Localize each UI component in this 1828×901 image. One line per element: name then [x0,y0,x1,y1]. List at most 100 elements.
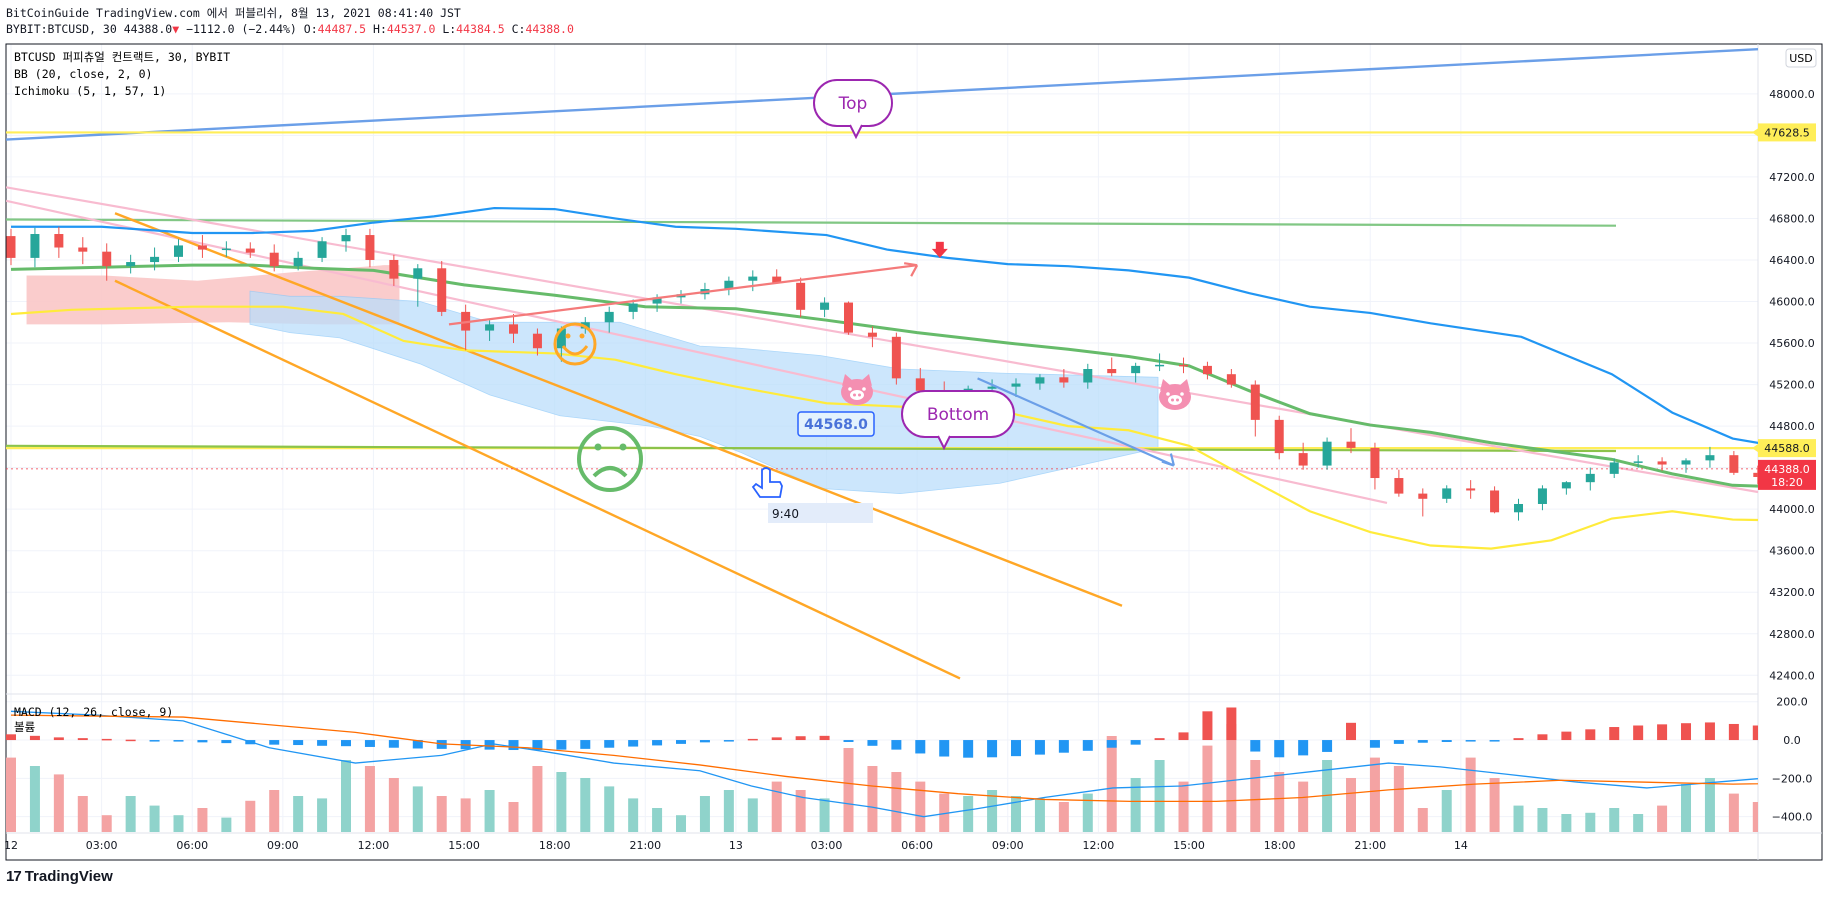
macd-bar [509,740,519,750]
pig-icon[interactable] [1159,379,1191,410]
candle [1251,380,1260,436]
macd-bar [1729,724,1739,740]
macd-bar [628,740,638,747]
time-tick-label: 03:00 [811,839,843,852]
macd-bar [604,740,614,748]
top-callout[interactable]: Top [814,80,892,137]
candle-body [198,245,207,249]
macd-bar [1346,723,1356,740]
candle [1107,358,1116,377]
volume-bar [1059,802,1069,832]
volume-bar [1681,784,1691,832]
volume-bar [485,790,495,832]
candle [1658,457,1667,470]
candle-body [1299,453,1308,465]
time-tick-label: 09:00 [267,839,299,852]
volume-bar [1705,778,1715,832]
volume-bar [1298,782,1308,832]
candle-body [270,253,279,266]
candle-body [1323,442,1332,466]
volume-bar [1226,724,1236,832]
ichimoku-cloud-bullish [250,291,1158,493]
candle [126,255,135,274]
support-line-green[interactable] [6,219,1616,225]
volume-bar [293,796,303,832]
macd-bar [556,740,566,750]
macd-bar [1585,729,1595,740]
candle-body [1538,488,1547,504]
macd-bar [1155,738,1165,740]
macd-bar [1059,740,1069,753]
candle-body [413,268,422,278]
time-label[interactable]: 9:40 [768,503,873,523]
candle-body [1490,490,1499,512]
pink-trendline-lower[interactable] [6,201,1387,503]
volume-bar [1107,736,1117,832]
candle-body [629,304,638,312]
macd-bar [1107,740,1117,748]
macd-bar [317,740,327,746]
candle-body [1275,420,1284,453]
volume-bar [1394,766,1404,832]
macd-bar [772,737,782,740]
volume-bar [1250,760,1260,832]
volume-bar [556,772,566,832]
volume-bar [1729,794,1739,832]
candle-body [246,249,255,253]
candle-body [1418,494,1427,499]
macd-bar [915,740,925,753]
candle-body [1729,455,1738,473]
candle-body [916,378,925,390]
sad-face-icon[interactable] [579,428,641,490]
macd-bar [389,740,399,748]
price-tick-label: 48000.0 [1769,88,1815,101]
macd-bar [269,740,279,745]
macd-bar [1801,728,1811,740]
candle-body [78,248,87,252]
macd-bar [939,740,949,756]
price-tick-label: 44800.0 [1769,420,1815,433]
price-tick-label: 42400.0 [1769,669,1815,682]
volume-bar [1370,758,1380,832]
callout-label: Top [838,94,868,114]
candle-body [1586,474,1595,482]
time-tick-label: 14 [1454,839,1468,852]
macd-bar [174,740,184,742]
price-tick-label: 45600.0 [1769,337,1815,350]
volume-bar [652,808,662,832]
candle-body [1466,488,1475,490]
volume-bar [1274,772,1284,832]
volume-bar [1442,790,1452,832]
currency-badge[interactable]: USD [1786,49,1816,67]
macd-bar [1466,740,1476,742]
candle-body [1035,377,1044,383]
candle-body [1562,482,1571,488]
candle [54,227,63,258]
time-tick-label: 12:00 [1083,839,1115,852]
time-tick-label: 18:00 [1264,839,1296,852]
macd-bar [1537,734,1547,740]
macd-bar [1322,740,1332,752]
candle-body [222,249,231,251]
macd-bar [987,740,997,757]
volume-bar [1131,778,1141,832]
volume-bar [197,808,207,832]
macd-bar [341,740,351,746]
volume-bar [317,798,327,832]
volume-bar [126,796,136,832]
macd-bar [1609,727,1619,740]
candle-body [1442,488,1451,498]
time-tick-label: 18:00 [539,839,571,852]
candle [437,261,446,316]
price-label[interactable]: 44568.0 [798,412,874,436]
volume-bar [1202,746,1212,832]
macd-bar [150,740,160,742]
macd-bar [891,740,901,750]
candle-body [844,303,853,333]
candle-body [54,234,63,247]
price-tick-label: 43600.0 [1769,545,1815,558]
volume-bar [1561,814,1571,832]
